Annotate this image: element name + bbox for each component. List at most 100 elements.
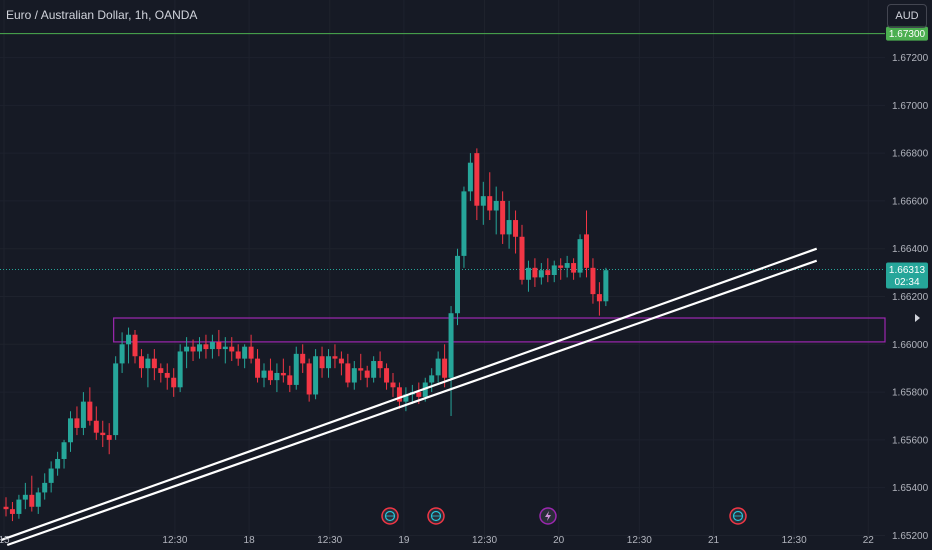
candle bbox=[119, 332, 125, 373]
candle-body bbox=[93, 420, 99, 433]
candle-body bbox=[68, 418, 73, 443]
countdown-label: 02:34 bbox=[894, 277, 919, 288]
candle bbox=[184, 337, 190, 369]
candle bbox=[435, 351, 441, 383]
candle bbox=[287, 365, 293, 393]
candle bbox=[267, 358, 273, 385]
candle bbox=[48, 461, 54, 493]
candle bbox=[235, 344, 241, 366]
candle-body bbox=[216, 341, 222, 350]
candle bbox=[229, 337, 235, 362]
currency-button[interactable]: AUD bbox=[887, 4, 927, 28]
candle bbox=[461, 186, 467, 268]
time-axis: 15 12:30 18 12:30 19 12:30 20 12:30 21 12:30 22 bbox=[0, 535, 874, 546]
candle-body bbox=[442, 358, 448, 378]
candle-body bbox=[151, 358, 157, 369]
candle bbox=[61, 439, 67, 469]
candle-body bbox=[35, 492, 41, 507]
globe-icon bbox=[729, 507, 747, 525]
candle-body bbox=[500, 200, 506, 235]
candle-body bbox=[455, 255, 460, 314]
candle bbox=[313, 349, 319, 400]
candle-body bbox=[480, 196, 486, 206]
candle bbox=[106, 423, 112, 455]
candle-body bbox=[113, 363, 119, 436]
candle-body bbox=[87, 401, 93, 421]
x-tick-label: 15 bbox=[0, 535, 10, 546]
y-tick-label: 1.66400 bbox=[892, 244, 929, 255]
candle-body bbox=[319, 356, 325, 369]
y-tick-label: 1.65200 bbox=[892, 531, 929, 542]
candle-body bbox=[358, 368, 364, 371]
candle-body bbox=[274, 372, 280, 381]
candle-body bbox=[371, 361, 377, 378]
candle-body bbox=[558, 265, 564, 268]
candle-body bbox=[545, 270, 551, 275]
candle-body bbox=[377, 361, 383, 369]
candle bbox=[455, 248, 460, 326]
candle-body bbox=[119, 344, 125, 364]
candle bbox=[9, 501, 15, 522]
candle bbox=[500, 191, 506, 244]
candle bbox=[577, 234, 583, 278]
candle-body bbox=[429, 375, 435, 383]
candle bbox=[197, 337, 202, 359]
candle bbox=[377, 351, 383, 378]
candle-body bbox=[197, 344, 202, 352]
candles bbox=[3, 148, 609, 522]
candle bbox=[364, 365, 370, 388]
candle bbox=[525, 260, 531, 292]
candle-body bbox=[338, 358, 344, 364]
candle bbox=[300, 344, 306, 373]
candle bbox=[151, 349, 157, 381]
candle bbox=[255, 349, 261, 383]
candle bbox=[571, 258, 577, 280]
candle-body bbox=[3, 506, 9, 510]
y-tick-label: 1.66800 bbox=[892, 149, 929, 160]
candle-body bbox=[532, 267, 538, 278]
candle bbox=[538, 263, 544, 285]
candle-body bbox=[293, 353, 299, 385]
candle bbox=[390, 372, 396, 397]
x-tick-label: 12:30 bbox=[627, 535, 652, 546]
support-zone bbox=[113, 314, 920, 343]
candle bbox=[203, 334, 209, 359]
x-tick-label: 12:30 bbox=[472, 535, 497, 546]
resistance-price-tag bbox=[886, 26, 928, 41]
candle-body bbox=[525, 267, 531, 280]
candle-body bbox=[306, 363, 312, 395]
candle bbox=[506, 200, 512, 249]
candle bbox=[448, 306, 454, 416]
candle bbox=[384, 363, 390, 390]
candle-body bbox=[280, 372, 286, 376]
candle-body bbox=[229, 346, 235, 352]
candle bbox=[519, 224, 525, 285]
candle bbox=[596, 282, 602, 316]
candle bbox=[306, 358, 312, 402]
candle-body bbox=[467, 162, 473, 192]
candle bbox=[29, 475, 35, 512]
candle bbox=[138, 349, 144, 378]
candle bbox=[351, 361, 357, 390]
candle-body bbox=[22, 494, 28, 500]
candle bbox=[93, 406, 99, 440]
candle bbox=[293, 346, 299, 390]
candle-body bbox=[126, 334, 132, 345]
trendlines bbox=[0, 247, 818, 547]
candle bbox=[87, 387, 93, 426]
event-markers bbox=[381, 507, 747, 525]
candle bbox=[358, 353, 364, 381]
trendline bbox=[6, 259, 818, 547]
candle bbox=[280, 358, 286, 383]
candle bbox=[16, 494, 22, 519]
candle bbox=[545, 258, 551, 283]
zone-arrow-icon bbox=[915, 314, 920, 323]
candle-body bbox=[551, 265, 557, 275]
candle-body bbox=[300, 353, 306, 364]
x-tick-label: 18 bbox=[244, 535, 256, 546]
support-zone-box bbox=[113, 317, 886, 343]
candle-body bbox=[235, 351, 241, 359]
chart-title: Euro / Australian Dollar, 1h, OANDA bbox=[6, 8, 198, 22]
candle-body bbox=[158, 368, 164, 373]
